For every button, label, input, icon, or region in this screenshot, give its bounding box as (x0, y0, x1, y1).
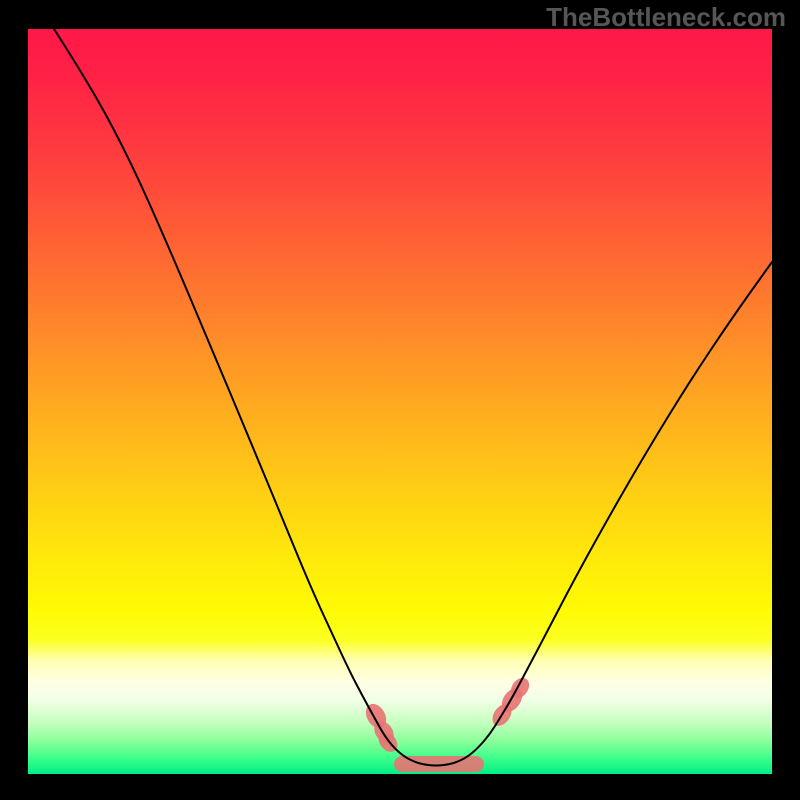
watermark-text: TheBottleneck.com (546, 2, 786, 33)
chart-frame: TheBottleneck.com (0, 0, 800, 800)
chart-plot-area (28, 29, 772, 774)
